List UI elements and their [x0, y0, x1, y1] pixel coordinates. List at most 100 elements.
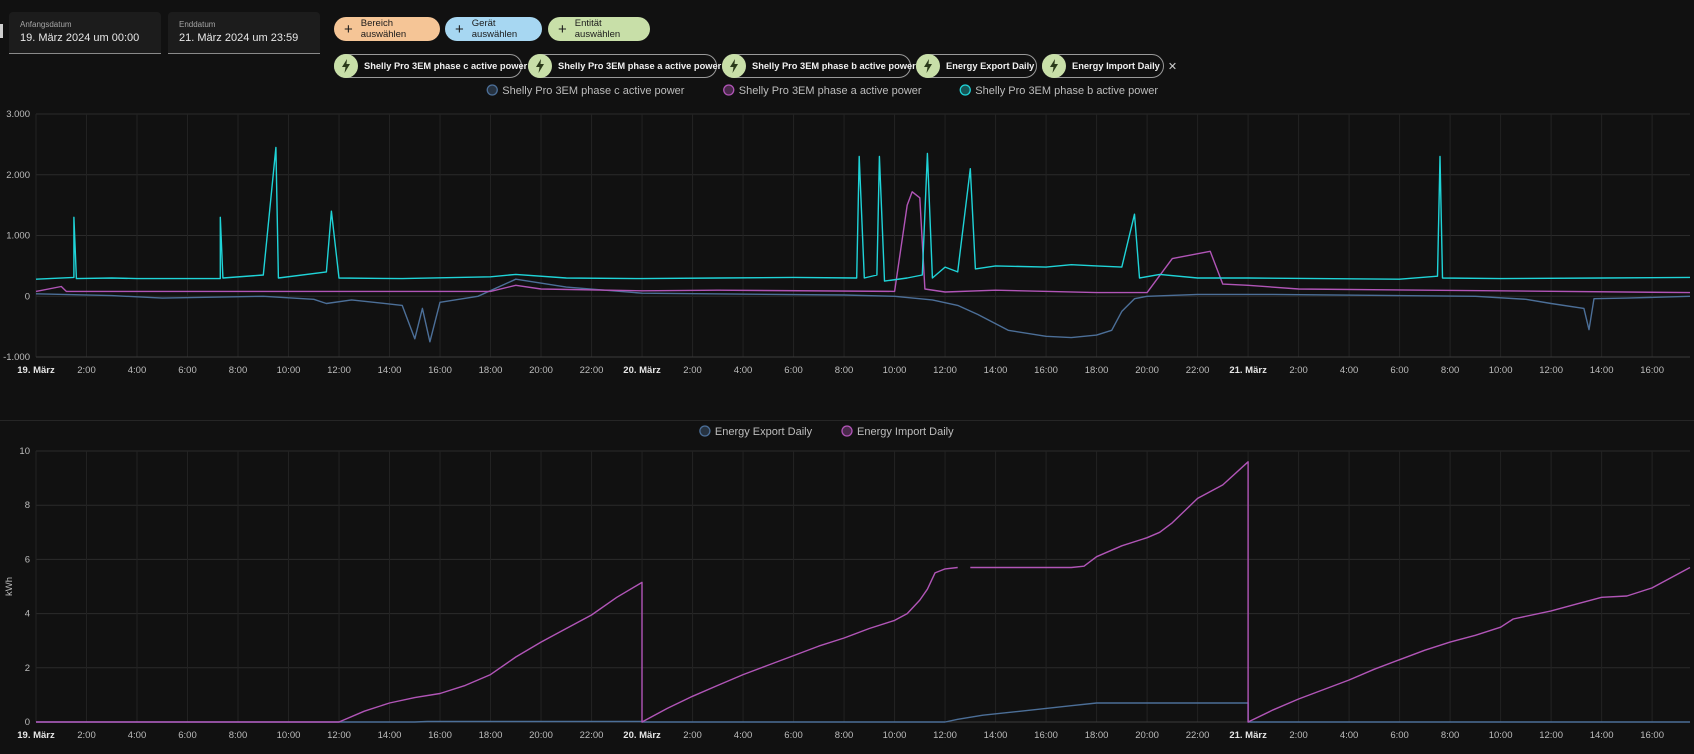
flash-icon [334, 53, 358, 78]
x-tick-label: 6:00 [784, 365, 803, 376]
x-tick-label: 20:00 [1135, 730, 1159, 741]
chart-divider [0, 420, 1694, 421]
start-date-label: Anfangsdatum [20, 20, 72, 29]
x-tick-label: 14:00 [378, 365, 402, 376]
x-tick-label: 2:00 [77, 730, 96, 741]
select-entity-label: Entität auswählen [574, 18, 621, 40]
x-tick-label: 4:00 [734, 730, 753, 741]
x-tick-label: 4:00 [128, 365, 147, 376]
x-tick-label: 22:00 [1186, 730, 1210, 741]
plus-icon: + [344, 20, 353, 38]
legend-label: Shelly Pro 3EM phase b active power [975, 85, 1158, 97]
x-tick-label: 18:00 [479, 730, 503, 741]
x-tick-label: 16:00 [428, 365, 452, 376]
x-tick-label: 14:00 [984, 365, 1008, 376]
flash-icon [722, 53, 746, 78]
energy-chart[interactable]: 10 8 6 4 2 0 19. März 2:00 4:00 6:00 8:00 10:00 12:0… [0, 420, 1694, 754]
close-icon[interactable]: ✕ [1167, 60, 1178, 73]
entity-chip-phase-a[interactable]: Shelly Pro 3EM phase a active power ✕ [528, 53, 739, 78]
legend-item[interactable]: Energy Import Daily [841, 425, 954, 438]
end-date-field[interactable]: Enddatum 21. März 2024 um 23:59 [168, 12, 320, 54]
x-tick-label: 10:00 [883, 365, 907, 376]
legend-marker [959, 84, 971, 96]
x-tick-label: 6:00 [178, 730, 197, 741]
x-tick-label: 22:00 [1186, 365, 1210, 376]
entity-chip-phase-b[interactable]: Shelly Pro 3EM phase b active power ✕ [722, 53, 933, 78]
x-tick-label: 20:00 [529, 730, 553, 741]
x-tick-label: 14:00 [1590, 365, 1614, 376]
x-tick-label: 2:00 [683, 730, 702, 741]
start-date-field[interactable]: Anfangsdatum 19. März 2024 um 00:00 [9, 12, 161, 54]
x-tick-label: 20:00 [529, 365, 553, 376]
x-tick-label: 16:00 [1034, 730, 1058, 741]
flash-icon [1042, 53, 1066, 78]
x-tick-label: 21. März [1229, 730, 1267, 741]
flash-icon [528, 53, 552, 78]
select-entity-button[interactable]: + Entität auswählen [548, 17, 650, 41]
legend-marker [723, 84, 735, 96]
y-tick-label: 2.000 [6, 170, 30, 181]
entity-chip-import[interactable]: Energy Import Daily ✕ [1042, 53, 1177, 78]
x-tick-label: 10:00 [1489, 730, 1513, 741]
x-tick-label: 8:00 [1441, 730, 1460, 741]
x-tick-label: 22:00 [580, 730, 604, 741]
x-tick-label: 8:00 [229, 365, 248, 376]
x-tick-label: 6:00 [1390, 365, 1409, 376]
legend-item[interactable]: Shelly Pro 3EM phase b active power [959, 84, 1158, 97]
x-tick-label: 2:00 [683, 365, 702, 376]
entity-chip-label: Shelly Pro 3EM phase c active power [364, 61, 528, 71]
entity-chip-label: Energy Import Daily [1072, 61, 1160, 71]
x-tick-label: 20:00 [1135, 365, 1159, 376]
select-device-label: Gerät auswählen [471, 18, 518, 40]
x-tick-label: 18:00 [1085, 365, 1109, 376]
x-tick-label: 14:00 [378, 730, 402, 741]
x-tick-label: 10:00 [883, 730, 907, 741]
x-tick-label: 12:00 [1539, 365, 1563, 376]
y-tick-label: 4 [25, 609, 30, 620]
x-tick-label: 12:00 [933, 730, 957, 741]
y-tick-label: 3.000 [6, 109, 30, 120]
x-tick-label: 4:00 [1340, 730, 1359, 741]
x-tick-label: 19. März [17, 730, 55, 741]
x-tick-label: 14:00 [984, 730, 1008, 741]
x-tick-label: 6:00 [1390, 730, 1409, 741]
x-tick-label: 16:00 [1640, 365, 1664, 376]
power-chart[interactable]: 3.000 2.000 1.000 0 -1.000 19. März 2:00 4:00 6:… [0, 84, 1694, 404]
x-tick-label: 8:00 [835, 365, 854, 376]
legend-marker [699, 425, 711, 437]
x-tick-label: 8:00 [229, 730, 248, 741]
x-tick-label: 14:00 [1590, 730, 1614, 741]
edge-indicator [0, 24, 3, 38]
entity-chip-label: Shelly Pro 3EM phase b active power [752, 61, 916, 71]
series-line [35, 278, 1691, 343]
legend-marker [841, 425, 853, 437]
plus-icon: + [558, 20, 567, 38]
x-tick-label: 8:00 [835, 730, 854, 741]
entity-chip-phase-c[interactable]: Shelly Pro 3EM phase c active power ✕ [334, 53, 545, 78]
x-tick-label: 8:00 [1441, 365, 1460, 376]
y-tick-label: 0 [25, 717, 30, 728]
legend-item[interactable]: Shelly Pro 3EM phase c active power [486, 84, 685, 97]
plus-icon: + [455, 20, 464, 38]
x-tick-label: 10:00 [1489, 365, 1513, 376]
legend-label: Energy Export Daily [715, 426, 813, 438]
y-tick-label: 8 [25, 500, 30, 511]
x-tick-label: 4:00 [1340, 365, 1359, 376]
y-tick-label: 2 [25, 663, 30, 674]
x-tick-label: 4:00 [128, 730, 147, 741]
end-date-label: Enddatum [179, 20, 216, 29]
entity-chip-export[interactable]: Energy Export Daily ✕ [916, 53, 1052, 78]
legend-item[interactable]: Energy Export Daily [699, 425, 813, 438]
x-tick-label: 10:00 [277, 365, 301, 376]
select-device-button[interactable]: + Gerät auswählen [445, 17, 542, 41]
x-tick-label: 2:00 [1289, 730, 1308, 741]
select-area-button[interactable]: + Bereich auswählen [334, 17, 440, 41]
legend-item[interactable]: Shelly Pro 3EM phase a active power [723, 84, 922, 97]
x-tick-label: 2:00 [77, 365, 96, 376]
y-axis-label: kWh [4, 577, 15, 596]
x-tick-label: 16:00 [1640, 730, 1664, 741]
series-line [36, 702, 1690, 723]
legend-label: Shelly Pro 3EM phase c active power [502, 85, 685, 97]
x-tick-label: 12:00 [327, 365, 351, 376]
start-date-value: 19. März 2024 um 00:00 [20, 32, 140, 44]
